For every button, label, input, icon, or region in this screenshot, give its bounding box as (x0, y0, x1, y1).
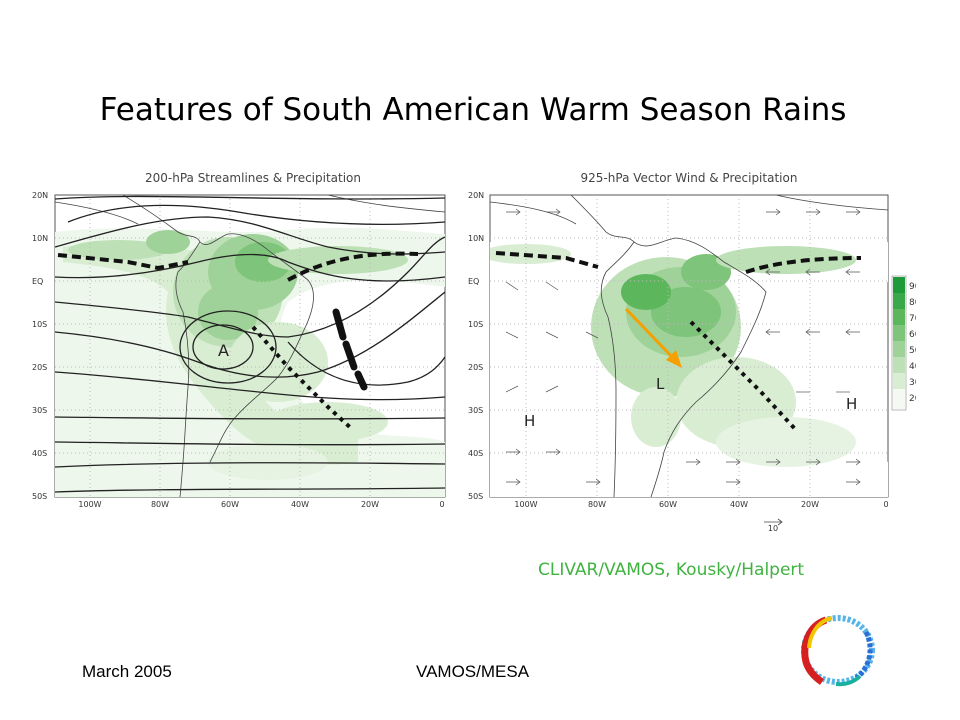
lat-label: 30S (468, 406, 483, 415)
legend-label: 600 (909, 330, 916, 340)
lon-label: 60W (659, 500, 677, 509)
legend-label: 200 (909, 394, 916, 404)
lat-label: 10S (32, 320, 47, 329)
legend-label: 400 (909, 362, 916, 372)
legend-swatch (893, 389, 905, 409)
lat-label: 20N (32, 191, 48, 200)
lon-label: 80W (151, 500, 169, 509)
legend-swatch (893, 293, 905, 309)
lat-label: 20N (468, 191, 484, 200)
right-lat-labels: 20N 10N EQ 10S 20S 30S 40S 50S (468, 191, 484, 501)
left-anticyclone-label: A (218, 341, 229, 360)
left-lat-labels: 20N 10N EQ 10S 20S 30S 40S 50S (32, 191, 48, 501)
lat-label: 30S (32, 406, 47, 415)
legend-swatch (893, 357, 905, 373)
legend-frame (891, 275, 907, 411)
legend-label: 900 (909, 282, 916, 292)
legend-swatch (893, 309, 905, 325)
left-map: 200-hPa Streamlines & Precipitation (32, 171, 446, 509)
right-low-label: L (656, 375, 665, 393)
lat-label: 20S (32, 363, 47, 372)
lat-label: 20S (468, 363, 483, 372)
lat-label: EQ (468, 277, 479, 286)
precip-legend: 900 800 700 600 500 400 300 200 (891, 275, 916, 411)
legend-label: 700 (909, 314, 916, 324)
vamos-ring-logo (801, 615, 875, 687)
right-map-title: 925-hPa Vector Wind & Precipitation (581, 171, 798, 185)
legend-label: 300 (909, 378, 916, 388)
lon-label: 80W (588, 500, 606, 509)
lat-label: 50S (468, 492, 483, 501)
left-map-title: 200-hPa Streamlines & Precipitation (145, 171, 361, 185)
credit-line: CLIVAR/VAMOS, Kousky/Halpert (538, 560, 805, 580)
footer-center-label: VAMOS/MESA (416, 662, 530, 681)
footer-date: March 2005 (82, 662, 172, 681)
right-high-label-west: H (524, 412, 535, 430)
lat-label: 40S (468, 449, 483, 458)
right-precip-shading (490, 231, 888, 497)
lat-label: 10N (32, 234, 48, 243)
left-trough-markers (57, 251, 419, 432)
right-wind-vectors (505, 208, 861, 486)
right-map: 925-hPa Vector Wind & Precipitation (468, 171, 916, 532)
lon-label: 100W (78, 500, 101, 509)
left-gridlines (55, 195, 445, 497)
lon-label: 40W (730, 500, 748, 509)
right-trough-markers (495, 251, 862, 432)
lon-label: 60W (221, 500, 239, 509)
legend-label: 500 (909, 346, 916, 356)
right-high-label-east: H (846, 395, 857, 413)
legend-label: 800 (909, 298, 916, 308)
lon-label: 0 (883, 500, 888, 509)
legend-swatch (893, 373, 905, 389)
legend-swatch (893, 325, 905, 341)
vector-scale: 10 (764, 518, 783, 532)
legend-swatch (893, 341, 905, 357)
right-coastlines (490, 195, 888, 497)
vector-scale-label: 10 (768, 524, 778, 532)
lon-label: 40W (291, 500, 309, 509)
lon-label: 20W (361, 500, 379, 509)
low-level-jet-arrow (624, 307, 682, 368)
right-lon-labels: 100W 80W 60W 40W 20W 0 (514, 500, 888, 509)
legend-swatch (893, 277, 905, 293)
lat-label: 40S (32, 449, 47, 458)
lon-label: 20W (801, 500, 819, 509)
lat-label: 50S (32, 492, 47, 501)
lon-label: 0 (439, 500, 444, 509)
lon-label: 100W (514, 500, 537, 509)
lat-label: 10N (468, 234, 484, 243)
left-lon-labels: 100W 80W 60W 40W 20W 0 (78, 500, 444, 509)
lat-label: EQ (32, 277, 43, 286)
lat-label: 10S (468, 320, 483, 329)
slide-title: Features of South American Warm Season R… (99, 92, 847, 128)
